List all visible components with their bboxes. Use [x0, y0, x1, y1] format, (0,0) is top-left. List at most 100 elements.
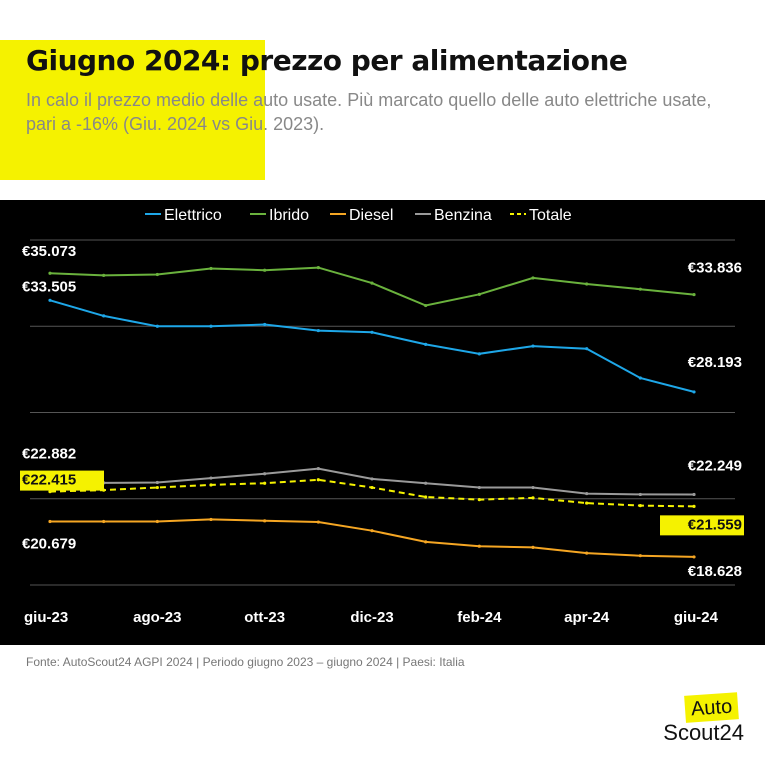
data-point-totale: [638, 504, 642, 508]
data-label-benzina-start: €22.882: [22, 446, 76, 463]
data-point-ibrido: [370, 281, 374, 285]
legend-label: Benzina: [434, 207, 492, 224]
data-point-totale: [531, 496, 535, 500]
label-highlight: [660, 515, 744, 536]
data-point-benzina: [692, 492, 696, 497]
legend-label: Diesel: [349, 207, 393, 224]
x-tick-label: giu-24: [674, 609, 719, 626]
x-axis-ticks: giu-23 ago-23 ott-23 dic-23 feb-24 apr-24 giu-…: [24, 609, 719, 626]
data-point-ibrido: [424, 303, 428, 308]
data-label-totale-end: €21.559: [660, 515, 744, 536]
autoscout24-logo: Auto Scout24: [662, 692, 744, 748]
data-point-elettrico: [102, 314, 106, 318]
data-point-elettrico: [263, 322, 267, 327]
data-point-totale: [585, 501, 589, 505]
data-point-diesel: [424, 540, 428, 544]
legend-item-ibrido: Ibrido: [250, 207, 309, 224]
data-point-diesel: [638, 554, 642, 558]
data-label-text: €18.628: [688, 563, 742, 580]
data-label-elettrico-end: €28.193: [688, 354, 742, 371]
data-label-text: €28.193: [688, 354, 742, 371]
data-point-totale: [692, 504, 696, 508]
legend-label: Totale: [529, 207, 572, 224]
data-point-diesel: [48, 519, 52, 524]
legend-label: Ibrido: [269, 207, 309, 224]
x-tick-label: apr-24: [564, 609, 610, 626]
x-tick-label: dic-23: [350, 609, 393, 626]
chart-panel: Elettrico Ibrido Diesel Benzina Totale €35.0…: [0, 200, 765, 645]
page-title: Giugno 2024: prezzo per alimentazione: [26, 44, 628, 77]
data-label-benzina-end: €22.249: [688, 457, 742, 474]
data-label-text: €22.249: [688, 457, 742, 474]
source-footnote: Fonte: AutoScout24 AGPI 2024 | Periodo g…: [26, 655, 465, 669]
data-point-totale: [48, 489, 52, 494]
data-point-totale: [477, 498, 481, 502]
logo-auto: Auto: [683, 692, 739, 723]
data-point-diesel: [585, 551, 589, 555]
legend-item-totale: Totale: [510, 207, 572, 224]
series-line-elettrico: [49, 299, 695, 393]
data-point-ibrido: [477, 292, 481, 296]
data-label-text: €22.882: [22, 446, 76, 463]
data-point-diesel: [102, 519, 106, 524]
data-labels: €35.073 €33.505 €22.882 €22.415 €20.679 €33.8…: [20, 243, 744, 580]
data-point-diesel: [692, 555, 696, 559]
legend-item-diesel: Diesel: [330, 207, 393, 224]
data-point-benzina: [370, 477, 374, 481]
data-point-ibrido: [692, 292, 696, 297]
data-point-diesel: [370, 529, 374, 533]
line-chart: Elettrico Ibrido Diesel Benzina Totale €35.0…: [20, 207, 744, 626]
data-point-benzina: [209, 476, 213, 480]
data-point-elettrico: [370, 330, 374, 334]
data-point-diesel: [531, 545, 535, 549]
data-label-text: €33.505: [22, 278, 76, 295]
data-point-benzina: [477, 485, 481, 490]
data-point-elettrico: [692, 390, 696, 394]
data-label-ibrido-end: €33.836: [688, 260, 742, 277]
data-point-benzina: [316, 466, 320, 471]
data-point-benzina: [585, 491, 589, 496]
data-label-text: €21.559: [688, 516, 742, 533]
data-point-ibrido: [48, 271, 52, 275]
data-point-benzina: [424, 481, 428, 485]
data-point-benzina: [531, 485, 535, 490]
data-point-ibrido: [209, 266, 213, 271]
data-label-diesel-start: €20.679: [22, 536, 76, 553]
data-point-ibrido: [316, 266, 320, 270]
data-point-ibrido: [263, 268, 267, 272]
legend-item-elettrico: Elettrico: [145, 207, 222, 224]
data-label-text: €35.073: [22, 243, 76, 260]
data-point-ibrido: [155, 272, 159, 277]
data-point-diesel: [477, 544, 481, 548]
data-point-elettrico: [48, 298, 52, 302]
data-label-text: €33.836: [688, 260, 742, 277]
data-point-diesel: [316, 520, 320, 524]
data-point-elettrico: [155, 324, 159, 328]
data-point-elettrico: [316, 328, 320, 333]
data-point-benzina: [638, 492, 642, 497]
data-point-ibrido: [102, 273, 106, 277]
data-point-benzina: [263, 472, 267, 476]
data-point-diesel: [209, 517, 213, 522]
data-point-elettrico: [531, 344, 535, 348]
data-label-text: €22.415: [22, 472, 76, 489]
x-tick-label: ott-23: [244, 609, 285, 626]
page-subtitle: In calo il prezzo medio delle auto usate…: [26, 90, 712, 134]
data-point-elettrico: [585, 347, 589, 351]
logo-scout: Scout24: [663, 720, 744, 745]
data-point-totale: [424, 495, 428, 499]
data-label-ibrido-start: €35.073: [22, 243, 76, 260]
data-point-totale: [316, 478, 320, 482]
series-line-ibrido: [49, 266, 695, 307]
data-label-diesel-end: €18.628: [688, 563, 742, 580]
data-point-benzina: [155, 480, 159, 485]
x-tick-label: feb-24: [457, 609, 502, 626]
data-label-elettrico-start: €33.505: [22, 278, 76, 295]
data-label-text: €20.679: [22, 536, 76, 553]
series-line-benzina: [49, 467, 695, 496]
data-point-diesel: [155, 519, 159, 524]
title-highlight: [0, 40, 265, 180]
x-tick-label: ago-23: [133, 609, 181, 626]
series-line-diesel: [50, 518, 695, 558]
data-point-elettrico: [638, 376, 642, 380]
